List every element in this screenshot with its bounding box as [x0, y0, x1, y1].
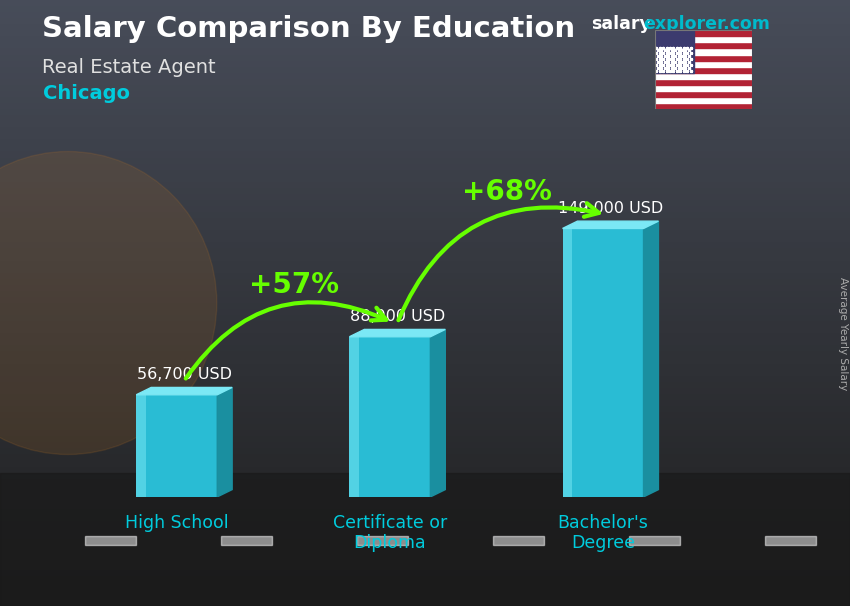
Bar	[0, 473, 850, 606]
Text: 88,900 USD: 88,900 USD	[349, 310, 445, 324]
Bar	[85, 536, 136, 545]
Bar	[349, 337, 430, 497]
Bar	[563, 228, 572, 497]
Bar	[654, 103, 752, 109]
Bar	[654, 30, 752, 36]
Polygon shape	[430, 330, 445, 497]
Text: Salary Comparison By Education: Salary Comparison By Education	[42, 15, 575, 43]
Bar	[563, 228, 643, 497]
Polygon shape	[136, 387, 232, 395]
Bar	[654, 42, 752, 48]
Text: +68%: +68%	[462, 178, 552, 206]
Bar	[136, 395, 218, 497]
Polygon shape	[349, 330, 445, 337]
Polygon shape	[218, 387, 232, 497]
Text: 56,700 USD: 56,700 USD	[137, 367, 232, 382]
Bar	[654, 79, 752, 85]
Bar	[654, 67, 752, 73]
Bar	[221, 536, 272, 545]
Bar	[654, 91, 752, 97]
Bar	[654, 30, 694, 73]
Text: +57%: +57%	[249, 271, 339, 299]
Bar	[654, 55, 752, 61]
Text: 149,000 USD: 149,000 USD	[558, 201, 663, 216]
Bar	[654, 61, 752, 67]
Bar	[765, 536, 816, 545]
Bar	[136, 395, 146, 497]
Text: salary: salary	[591, 15, 650, 33]
Text: explorer.com: explorer.com	[643, 15, 770, 33]
Text: Chicago: Chicago	[42, 84, 129, 102]
Bar	[654, 85, 752, 91]
Polygon shape	[563, 221, 659, 228]
Bar	[654, 36, 752, 42]
Text: Real Estate Agent: Real Estate Agent	[42, 58, 216, 76]
Ellipse shape	[0, 152, 217, 454]
Text: Average Yearly Salary: Average Yearly Salary	[838, 277, 848, 390]
Bar	[629, 536, 680, 545]
Bar	[357, 536, 408, 545]
Bar	[654, 48, 752, 55]
Bar	[349, 337, 359, 497]
Bar	[654, 97, 752, 103]
Bar	[654, 73, 752, 79]
Polygon shape	[643, 221, 659, 497]
Bar	[493, 536, 544, 545]
